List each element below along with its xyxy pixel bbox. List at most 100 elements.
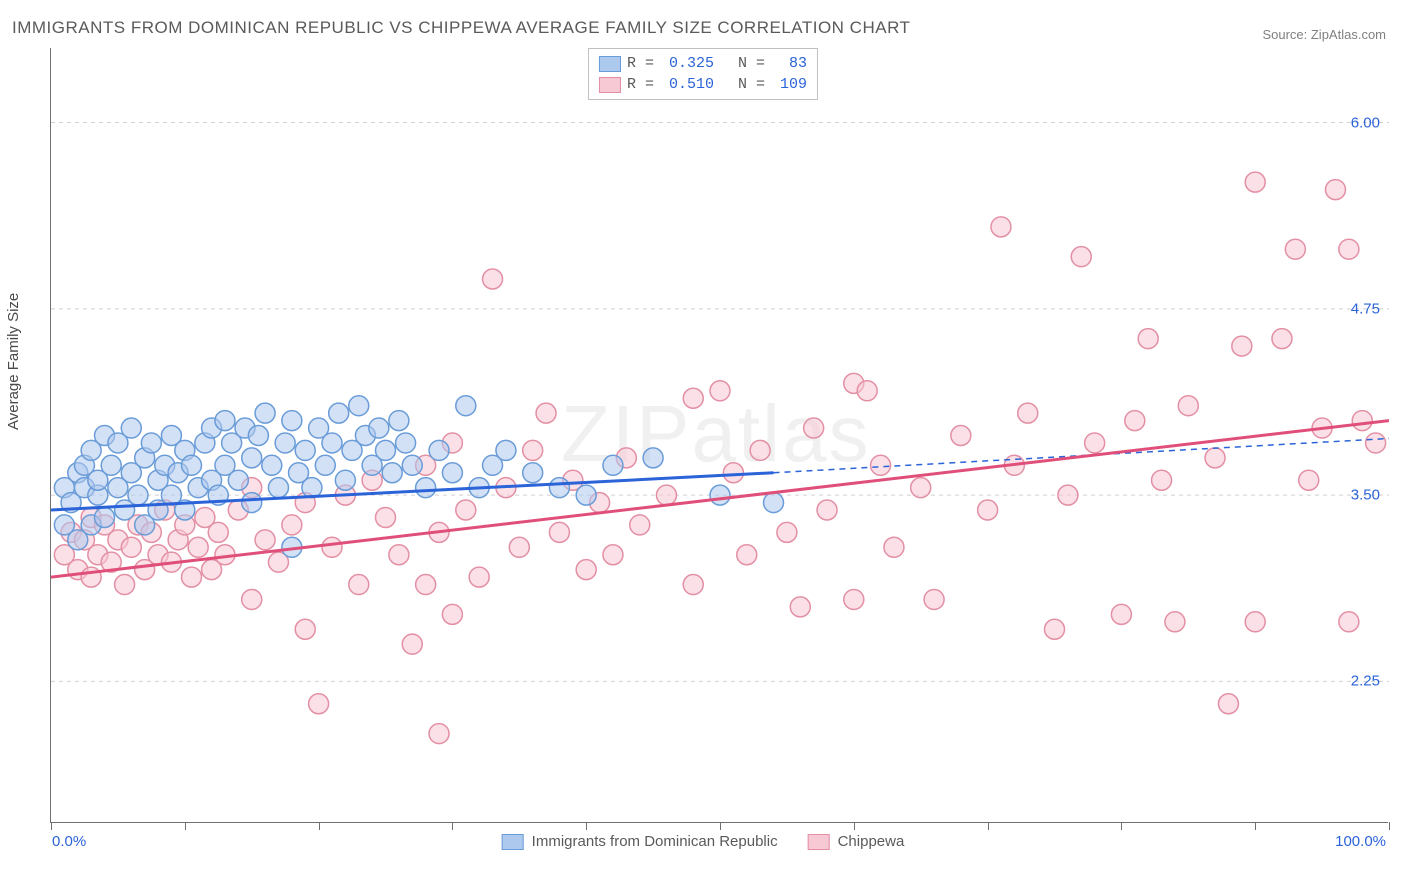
scatter-point-b	[1325, 180, 1345, 200]
scatter-point-b	[576, 560, 596, 580]
scatter-point-b	[871, 455, 891, 475]
scatter-point-a	[764, 493, 784, 513]
scatter-point-b	[549, 522, 569, 542]
scatter-point-a	[335, 470, 355, 490]
scatter-point-b	[188, 537, 208, 557]
scatter-point-b	[1339, 612, 1359, 632]
scatter-point-b	[255, 530, 275, 550]
source-label: Source: ZipAtlas.com	[1262, 27, 1386, 42]
scatter-point-a	[215, 411, 235, 431]
legend-swatch-a2	[502, 834, 524, 850]
scatter-point-a	[295, 440, 315, 460]
y-tick-label: 4.75	[1351, 300, 1380, 317]
scatter-point-a	[603, 455, 623, 475]
scatter-point-b	[402, 634, 422, 654]
scatter-point-b	[1165, 612, 1185, 632]
scatter-point-b	[603, 545, 623, 565]
scatter-point-b	[790, 597, 810, 617]
scatter-point-b	[710, 381, 730, 401]
scatter-point-a	[416, 478, 436, 498]
scatter-point-a	[442, 463, 462, 483]
scatter-point-a	[322, 433, 342, 453]
scatter-point-b	[389, 545, 409, 565]
scatter-point-a	[382, 463, 402, 483]
scatter-point-a	[456, 396, 476, 416]
scatter-point-a	[349, 396, 369, 416]
scatter-point-b	[1111, 604, 1131, 624]
x-tick	[51, 822, 52, 830]
scatter-point-a	[181, 455, 201, 475]
scatter-point-b	[1366, 433, 1386, 453]
scatter-point-b	[723, 463, 743, 483]
scatter-point-b	[844, 589, 864, 609]
scatter-point-b	[442, 604, 462, 624]
scatter-point-b	[1085, 433, 1105, 453]
scatter-point-a	[643, 448, 663, 468]
r-label: R =	[627, 53, 663, 74]
n-label: N =	[720, 53, 774, 74]
scatter-point-a	[329, 403, 349, 423]
scatter-point-a	[549, 478, 569, 498]
scatter-point-b	[416, 575, 436, 595]
scatter-point-a	[228, 470, 248, 490]
scatter-point-b	[536, 403, 556, 423]
scatter-point-a	[302, 478, 322, 498]
scatter-point-b	[309, 694, 329, 714]
scatter-point-b	[884, 537, 904, 557]
scatter-point-a	[282, 411, 302, 431]
scatter-point-a	[429, 440, 449, 460]
scatter-point-b	[242, 589, 262, 609]
scatter-point-b	[376, 507, 396, 527]
x-tick	[988, 822, 989, 830]
scatter-point-b	[1138, 329, 1158, 349]
x-tick	[586, 822, 587, 830]
scatter-point-b	[1071, 247, 1091, 267]
scatter-point-b	[991, 217, 1011, 237]
scatter-point-b	[1352, 411, 1372, 431]
scatter-point-a	[121, 418, 141, 438]
scatter-point-b	[1272, 329, 1292, 349]
y-tick-label: 3.50	[1351, 487, 1380, 504]
scatter-point-a	[242, 448, 262, 468]
x-tick	[1121, 822, 1122, 830]
scatter-point-a	[389, 411, 409, 431]
y-tick-label: 2.25	[1351, 673, 1380, 690]
scatter-point-b	[1018, 403, 1038, 423]
legend-row-a: R = 0.325 N = 83	[599, 53, 807, 74]
x-axis-min-label: 0.0%	[52, 833, 86, 850]
chart-plot-area: ZIPatlas 2.253.504.756.00	[50, 48, 1388, 823]
y-axis-label: Average Family Size	[5, 293, 22, 430]
scatter-point-a	[576, 485, 596, 505]
x-tick	[319, 822, 320, 830]
scatter-point-a	[141, 433, 161, 453]
scatter-point-b	[1339, 239, 1359, 259]
scatter-point-b	[924, 589, 944, 609]
legend-swatch-b	[599, 77, 621, 93]
legend-swatch-a	[599, 56, 621, 72]
legend-item-a: Immigrants from Dominican Republic	[502, 833, 778, 850]
series-a-label: Immigrants from Dominican Republic	[532, 833, 778, 850]
scatter-point-a	[402, 455, 422, 475]
scatter-point-a	[268, 478, 288, 498]
scatter-point-b	[429, 724, 449, 744]
scatter-point-a	[315, 455, 335, 475]
n-label: N =	[720, 74, 774, 95]
legend-item-b: Chippewa	[808, 833, 905, 850]
scatter-point-b	[978, 500, 998, 520]
n-value-b: 109	[780, 74, 807, 95]
scatter-point-b	[737, 545, 757, 565]
scatter-point-b	[483, 269, 503, 289]
scatter-point-a	[376, 440, 396, 460]
n-value-a: 83	[780, 53, 807, 74]
correlation-legend: R = 0.325 N = 83 R = 0.510 N = 109	[588, 48, 818, 100]
scatter-point-b	[630, 515, 650, 535]
scatter-point-b	[1285, 239, 1305, 259]
x-tick	[1255, 822, 1256, 830]
scatter-point-b	[523, 440, 543, 460]
scatter-point-b	[121, 537, 141, 557]
scatter-point-b	[282, 515, 302, 535]
scatter-point-a	[396, 433, 416, 453]
x-tick	[720, 822, 721, 830]
scatter-point-a	[262, 455, 282, 475]
scatter-point-b	[1045, 619, 1065, 639]
